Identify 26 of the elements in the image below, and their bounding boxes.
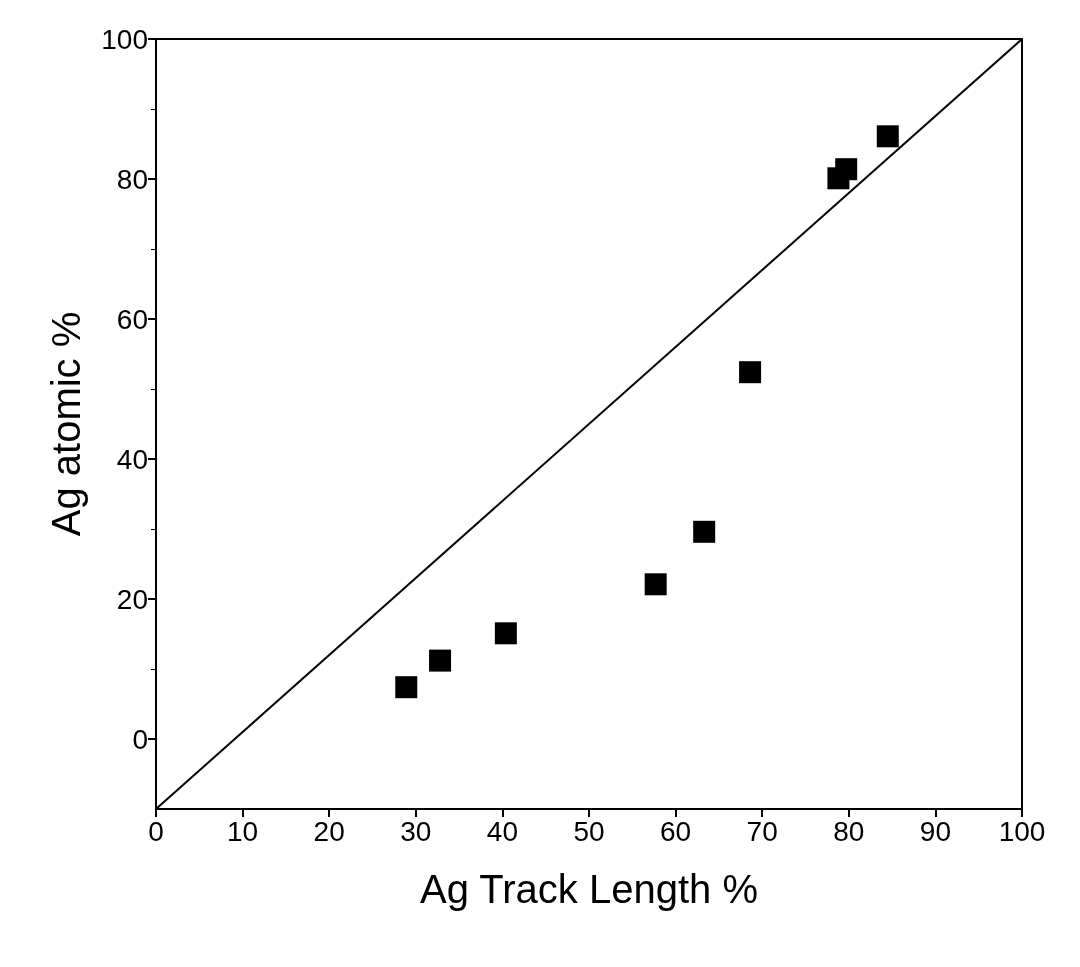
x-tick-label: 40	[486, 815, 518, 847]
y-tick-label: 20	[116, 583, 148, 615]
point	[876, 125, 899, 148]
point	[693, 520, 716, 543]
x-tick-label: 80	[833, 815, 865, 847]
point	[494, 622, 517, 645]
x-tick-label: 50	[573, 815, 605, 847]
x-tick-label: 60	[660, 815, 692, 847]
x-tick-label: 30	[400, 815, 432, 847]
y-tick-label: 0	[132, 723, 148, 755]
point	[429, 649, 452, 672]
y-tick-label: 100	[101, 23, 148, 55]
x-axis-title: Ag Track Length %	[420, 867, 758, 911]
y-tick-label: 80	[116, 163, 148, 195]
point	[395, 676, 418, 699]
y-tick-label: 60	[116, 303, 148, 335]
y-axis-title: Ag atomic %	[44, 311, 88, 537]
x-tick-label: 100	[998, 815, 1046, 847]
point	[644, 573, 667, 596]
x-tick-label: 20	[313, 815, 345, 847]
x-tick-label: 10	[227, 815, 259, 847]
x-tick-label: 70	[746, 815, 778, 847]
x-tick-label: 90	[919, 815, 951, 847]
point	[835, 158, 858, 181]
y-tick-label: 40	[116, 443, 148, 475]
point	[739, 361, 762, 384]
